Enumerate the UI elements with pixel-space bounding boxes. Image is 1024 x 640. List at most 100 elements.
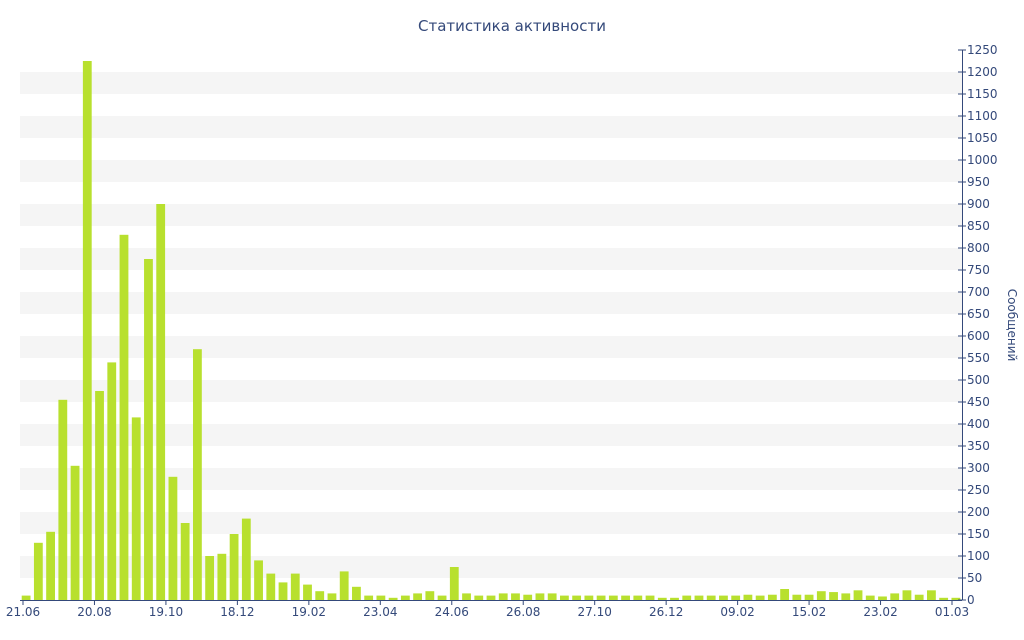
- bar: [107, 362, 117, 600]
- bar: [462, 593, 471, 600]
- x-tick-label: 24.06: [435, 605, 469, 619]
- x-tick-label: 23.04: [363, 605, 397, 619]
- bar: [58, 399, 68, 600]
- bar: [829, 592, 838, 600]
- grid-band: [20, 116, 962, 138]
- y-tick-label: 900: [967, 197, 990, 211]
- grid-band: [20, 336, 962, 358]
- axes: [20, 50, 963, 601]
- grid-band: [20, 204, 962, 226]
- bar: [229, 534, 239, 600]
- bar: [21, 595, 31, 600]
- y-tick-label: 200: [967, 505, 990, 519]
- bar: [46, 531, 55, 600]
- grid-band: [20, 160, 962, 182]
- x-tick-label: 27.10: [578, 605, 612, 619]
- bar: [119, 234, 129, 601]
- bar: [327, 593, 337, 600]
- y-tick-label: 450: [967, 395, 990, 409]
- grid-band: [20, 380, 962, 402]
- y-tick-label: 1000: [967, 153, 998, 167]
- bar: [719, 595, 728, 600]
- bar: [927, 590, 936, 600]
- bar: [670, 597, 679, 600]
- bar: [486, 595, 496, 600]
- bar: [82, 61, 92, 600]
- chart-title: Статистика активности: [418, 17, 606, 35]
- bar: [498, 593, 508, 600]
- bar: [645, 595, 655, 600]
- y-tick-label: 1050: [967, 131, 998, 145]
- y-tick-label: 750: [967, 263, 990, 277]
- bar: [278, 582, 288, 600]
- y-tick-label: 1150: [967, 87, 998, 101]
- y-tick-label: 500: [967, 373, 990, 387]
- bar: [364, 595, 374, 600]
- y-tick-label: 0: [967, 593, 975, 607]
- grid-band: [20, 512, 962, 534]
- bar: [511, 593, 520, 600]
- bar: [303, 584, 312, 600]
- y-tick-label: 400: [967, 417, 990, 431]
- bar: [376, 595, 386, 600]
- bar: [168, 476, 178, 600]
- y-tick-label: 700: [967, 285, 990, 299]
- bar: [621, 595, 630, 600]
- bar: [547, 593, 557, 600]
- grid-band: [20, 292, 962, 314]
- x-tick-label: 23.02: [863, 605, 897, 619]
- bar: [266, 573, 276, 600]
- bar: [584, 595, 594, 600]
- bar: [315, 591, 325, 600]
- bars: [21, 61, 961, 601]
- grid-band: [20, 424, 962, 446]
- y-tick-label: 250: [967, 483, 990, 497]
- bar: [706, 595, 716, 600]
- y-tick-label: 650: [967, 307, 990, 321]
- x-tick-label: 09.02: [720, 605, 754, 619]
- bar: [657, 597, 667, 600]
- bar: [413, 593, 422, 600]
- y-tick-label: 1250: [967, 43, 998, 57]
- grid-band: [20, 72, 962, 94]
- bar: [743, 594, 753, 600]
- bar: [572, 595, 582, 600]
- y-tick-label: 550: [967, 351, 990, 365]
- bar: [535, 593, 545, 600]
- y-axis-label: Сообщений: [1005, 289, 1019, 362]
- bar: [425, 591, 435, 600]
- bar: [682, 595, 692, 600]
- y-tick-label: 1100: [967, 109, 998, 123]
- x-tick-label: 26.12: [649, 605, 683, 619]
- bar: [914, 594, 924, 600]
- bar: [902, 590, 912, 600]
- x-tick-label: 20.08: [77, 605, 111, 619]
- bar: [180, 523, 190, 600]
- bar: [865, 595, 875, 600]
- bar: [241, 518, 251, 600]
- bar: [596, 595, 606, 600]
- bar: [400, 595, 410, 600]
- bar: [131, 417, 141, 600]
- bar: [767, 594, 777, 600]
- bar: [951, 597, 961, 600]
- x-tick-label: 15.02: [792, 605, 826, 619]
- bar: [449, 567, 459, 600]
- bar: [156, 204, 166, 600]
- x-axis-ticks: 21.06 20.08 19.10 18.12 19.02 23.04 24.06 26.08…: [6, 600, 969, 619]
- y-axis-ticks: 0 50 100 150 200 250 300 350 400 450 500 550 600 650 7…: [958, 43, 998, 607]
- bar: [890, 593, 900, 600]
- bar: [474, 595, 484, 600]
- bar: [144, 259, 153, 600]
- bar: [352, 586, 361, 600]
- bar: [560, 595, 569, 600]
- bar: [290, 573, 300, 600]
- bar: [841, 593, 851, 600]
- bar: [388, 597, 398, 600]
- bar: [780, 589, 790, 600]
- y-tick-label: 1200: [967, 65, 998, 79]
- bar: [816, 591, 826, 600]
- bar: [939, 597, 949, 600]
- bar: [731, 595, 741, 600]
